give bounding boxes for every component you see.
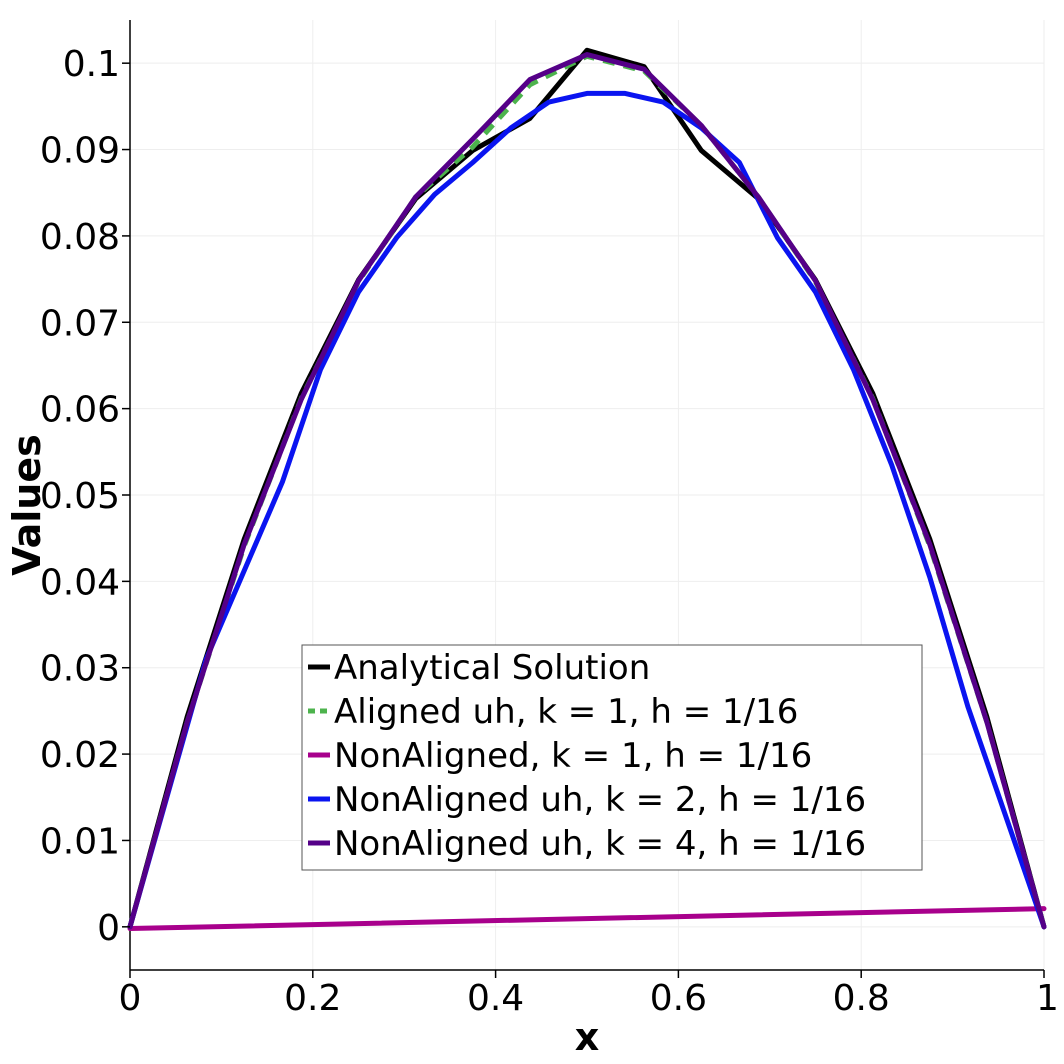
x-tick-label: 0.2 xyxy=(284,978,341,1019)
y-axis-title: Values xyxy=(5,434,49,575)
y-tick-label: 0.04 xyxy=(40,562,120,603)
legend-box xyxy=(301,644,923,871)
x-tick-label: 0.6 xyxy=(650,978,707,1019)
x-tick-label: 0 xyxy=(119,978,142,1019)
legend-label: Aligned uh, k = 1, h = 1/16 xyxy=(334,692,798,732)
y-tick-label: 0.07 xyxy=(40,303,120,344)
x-tick-label: 0.4 xyxy=(467,978,524,1019)
y-tick-label: 0.06 xyxy=(40,390,120,431)
y-tick-label: 0.01 xyxy=(40,821,120,862)
legend-label: NonAligned, k = 1, h = 1/16 xyxy=(334,736,812,776)
y-tick-label: 0.05 xyxy=(40,476,120,517)
legend-label: Analytical Solution xyxy=(334,648,650,688)
series-line-4 xyxy=(127,90,1047,930)
legend-label: NonAligned uh, k = 4, h = 1/16 xyxy=(334,824,866,864)
x-axis-title: x xyxy=(575,1015,600,1059)
y-tick-label: 0 xyxy=(97,908,120,949)
tick-labels: 0 0.01 0.02 0.03 0.04 0.05 0.06 0.07 0.08 0.09 0.1… xyxy=(40,44,1059,1019)
series-group xyxy=(127,47,1047,932)
y-tick-label: 0.02 xyxy=(40,735,120,776)
y-tick-label: 0.08 xyxy=(40,217,120,258)
series-line-3 xyxy=(127,906,1047,932)
y-tick-label: 0.03 xyxy=(40,649,120,690)
x-tick-label: 1 xyxy=(1036,978,1059,1019)
y-tick-label: 0.09 xyxy=(40,131,120,172)
series-line-5 xyxy=(127,52,1047,930)
legend-label: NonAligned uh, k = 2, h = 1/16 xyxy=(334,780,866,820)
y-tick-label: 0.1 xyxy=(63,44,120,85)
x-tick-label: 0.8 xyxy=(833,978,890,1019)
